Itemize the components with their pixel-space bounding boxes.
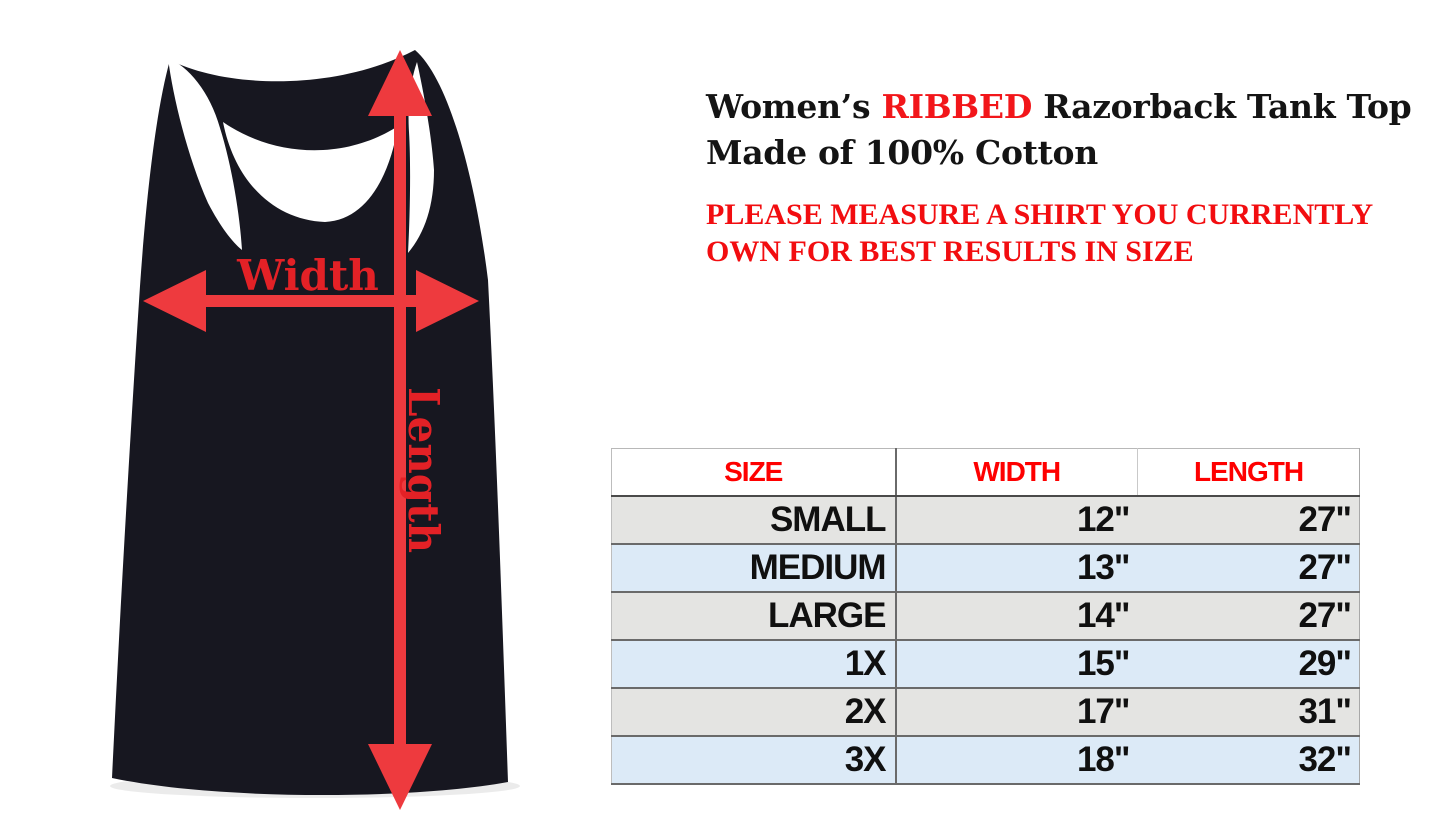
table-row-large: LARGE 14" 27" xyxy=(611,592,1360,641)
column-header-length: LENGTH xyxy=(1137,448,1360,497)
title-suffix: Razorback Tank Top xyxy=(1032,87,1412,126)
product-title-line2: Made of 100% Cotton xyxy=(706,133,1098,172)
cell-length: 27" xyxy=(1137,496,1360,545)
table-row-2x: 2X 17" 31" xyxy=(611,688,1360,737)
width-arrowhead-left xyxy=(143,270,206,332)
tank-top-measurement-diagram: Width Length xyxy=(110,50,520,810)
cell-length: 29" xyxy=(1137,640,1360,689)
cell-length: 27" xyxy=(1137,544,1360,593)
cell-size: SMALL xyxy=(611,496,897,545)
cell-width: 12" xyxy=(895,496,1138,545)
title-highlight: RIBBED xyxy=(881,87,1033,126)
cell-size: 2X xyxy=(611,688,897,737)
table-row-1x: 1X 15" 29" xyxy=(611,640,1360,689)
product-title: Women’s RIBBED Razorback Tank Top Made o… xyxy=(706,84,1412,176)
cell-width: 15" xyxy=(895,640,1138,689)
cell-size: 1X xyxy=(611,640,897,689)
cell-width: 14" xyxy=(895,592,1138,641)
cell-length: 31" xyxy=(1137,688,1360,737)
cell-size: 3X xyxy=(611,736,897,785)
table-row-medium: MEDIUM 13" 27" xyxy=(611,544,1360,593)
length-arrow xyxy=(368,50,432,810)
width-label: Width xyxy=(236,251,379,300)
width-arrow xyxy=(143,270,479,332)
title-prefix: Women’s xyxy=(706,87,882,126)
measure-warning-line1: PLEASE MEASURE A SHIRT YOU CURRENTLY xyxy=(706,198,1374,231)
length-arrowhead-up xyxy=(368,50,432,116)
cell-width: 18" xyxy=(895,736,1138,785)
cell-width: 17" xyxy=(895,688,1138,737)
column-header-size: SIZE xyxy=(611,448,897,497)
table-row-small: SMALL 12" 27" xyxy=(611,496,1360,545)
neck-cutout xyxy=(223,122,398,222)
cell-size: LARGE xyxy=(611,592,897,641)
table-row-3x: 3X 18" 32" xyxy=(611,736,1360,785)
size-chart-header-row: SIZE WIDTH LENGTH xyxy=(611,448,1360,497)
cell-length: 32" xyxy=(1137,736,1360,785)
measure-warning-line2: OWN FOR BEST RESULTS IN SIZE xyxy=(706,235,1194,268)
length-label: Length xyxy=(399,387,448,553)
product-title-line1: Women’s RIBBED Razorback Tank Top xyxy=(706,84,1412,130)
size-chart-table: SIZE WIDTH LENGTH SMALL 12" 27" MEDIUM 1… xyxy=(611,448,1360,785)
measure-warning: PLEASE MEASURE A SHIRT YOU CURRENTLY OWN… xyxy=(706,196,1373,270)
length-arrowhead-down xyxy=(368,744,432,810)
cell-length: 27" xyxy=(1137,592,1360,641)
cell-width: 13" xyxy=(895,544,1138,593)
width-arrowhead-right xyxy=(416,270,479,332)
left-armhole-cutout xyxy=(168,58,242,250)
cell-size: MEDIUM xyxy=(611,544,897,593)
column-header-width: WIDTH xyxy=(895,448,1138,497)
